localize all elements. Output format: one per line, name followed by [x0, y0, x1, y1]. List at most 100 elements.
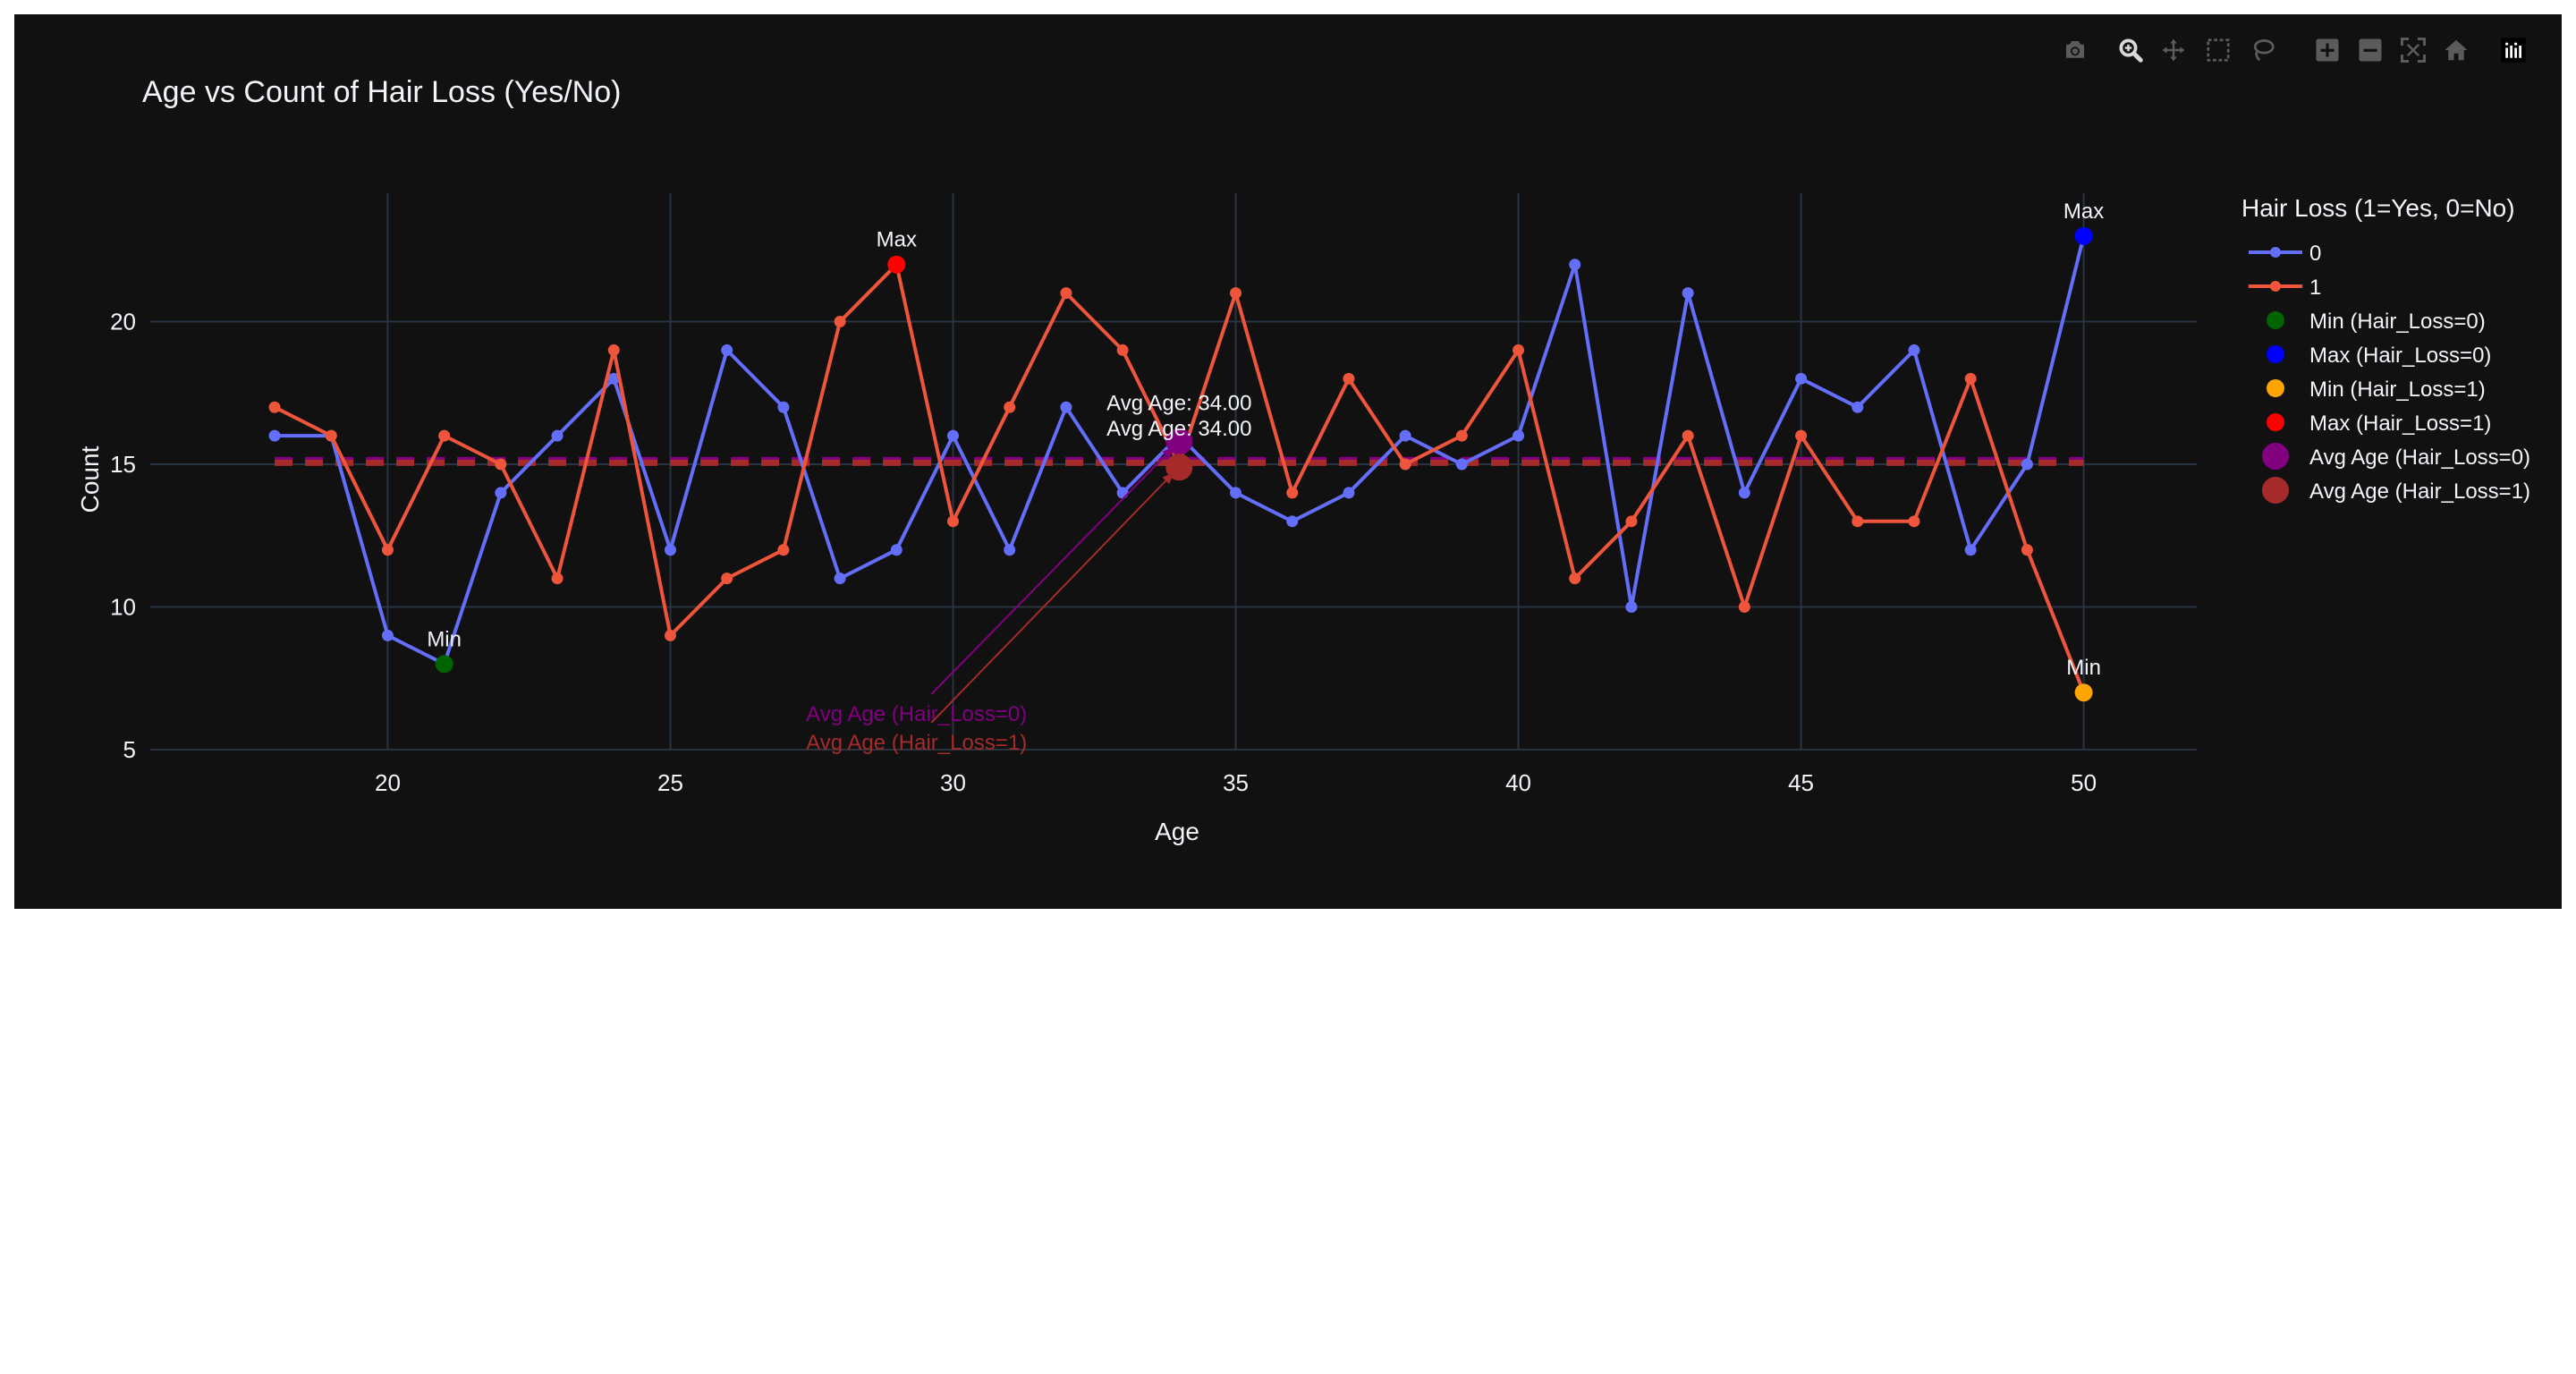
data-point-series-1: [1513, 344, 1525, 356]
data-point-series-0: [1625, 601, 1638, 614]
pan-icon[interactable]: [2157, 34, 2190, 66]
x-tick-label: 35: [1223, 769, 1249, 796]
x-tick-label: 40: [1505, 769, 1531, 796]
data-point-series-0: [268, 429, 281, 442]
data-point-series-0: [1908, 344, 1920, 356]
legend-swatch-dot: [2267, 345, 2284, 363]
legend[interactable]: Hair Loss (1=Yes, 0=No) 0 1 Min (Hair_Loss…: [2241, 194, 2530, 504]
data-point-series-0: [495, 487, 507, 499]
legend-label: 1: [2309, 276, 2321, 300]
data-point-series-0: [1513, 429, 1525, 442]
x-tick-label: 20: [375, 769, 401, 796]
data-point-series-1: [1286, 487, 1299, 499]
marker-label: Min: [427, 627, 462, 651]
data-point-series-0: [1060, 401, 1072, 413]
data-point-series-1: [1343, 372, 1355, 385]
legend-item[interactable]: Min (Hair_Loss=0): [2267, 310, 2486, 334]
reset-axes-icon[interactable]: [2440, 34, 2472, 66]
data-point-series-1: [495, 458, 507, 471]
data-point-series-0: [777, 401, 790, 413]
data-point-series-1: [325, 429, 337, 442]
data-point-series-0: [551, 429, 564, 442]
data-point-series-0: [1964, 544, 1977, 556]
data-point-series-0: [1852, 401, 1864, 413]
legend-item[interactable]: Max (Hair_Loss=0): [2267, 344, 2491, 368]
data-point-series-0: [1738, 487, 1750, 499]
data-point-series-1: [381, 544, 394, 556]
data-point-series-0: [1399, 429, 1411, 442]
data-point-series-1: [1852, 515, 1864, 528]
data-point-series-0: [890, 544, 902, 556]
arrow-label: Avg Age (Hair_Loss=1): [806, 731, 1027, 755]
data-point-series-0: [1682, 287, 1694, 300]
x-tick-label: 50: [2071, 769, 2097, 796]
x-tick-label: 45: [1788, 769, 1814, 796]
legend-swatch-dot: [2262, 477, 2289, 504]
box-select-icon[interactable]: [2202, 34, 2234, 66]
data-point-series-0: [947, 429, 960, 442]
zoom-in-icon[interactable]: [2311, 34, 2343, 66]
data-point-series-1: [1738, 601, 1750, 614]
data-point-series-0: [1286, 515, 1299, 528]
data-point-series-1: [777, 544, 790, 556]
y-tick-labels: 5 10 15 20: [110, 309, 136, 763]
data-point-series-1: [1625, 515, 1638, 528]
y-tick-label: 20: [110, 309, 136, 335]
legend-swatch-dot: [2270, 281, 2281, 292]
marker-min-hair-loss-0-: [435, 655, 453, 674]
legend-title: Hair Loss (1=Yes, 0=No): [2241, 194, 2515, 222]
marker-max-hair-loss-1-: [887, 255, 906, 274]
data-point-series-1: [834, 316, 846, 328]
x-tick-label: 25: [657, 769, 683, 796]
data-point-series-1: [438, 429, 451, 442]
data-point-series-1: [1399, 458, 1411, 471]
zoom-out-icon[interactable]: [2354, 34, 2386, 66]
data-point-series-1: [607, 344, 620, 356]
modebar: [2059, 34, 2542, 70]
legend-item[interactable]: Max (Hair_Loss=1): [2267, 411, 2491, 436]
data-point-series-1: [1004, 401, 1016, 413]
legend-label: Min (Hair_Loss=1): [2309, 377, 2486, 402]
avg-annotation: Avg Age: 34.00: [1106, 417, 1251, 441]
legend-swatch-dot: [2267, 311, 2284, 329]
legend-item[interactable]: 1: [2249, 276, 2321, 300]
legend-item[interactable]: Min (Hair_Loss=1): [2267, 377, 2486, 402]
legend-swatch-dot: [2267, 379, 2284, 397]
legend-item[interactable]: Avg Age (Hair_Loss=0): [2262, 443, 2530, 470]
data-point-series-1: [1682, 429, 1694, 442]
data-point-series-1: [2021, 544, 2033, 556]
average-lines: [275, 456, 2084, 466]
autoscale-icon[interactable]: [2397, 34, 2429, 66]
data-point-series-1: [721, 572, 733, 585]
data-point-series-0: [1230, 487, 1242, 499]
plotly-logo-icon[interactable]: [2497, 34, 2529, 66]
data-point-series-1: [1964, 372, 1977, 385]
data-point-series-1: [1795, 429, 1808, 442]
legend-item[interactable]: 0: [2249, 242, 2321, 266]
arrow-line: [930, 471, 1175, 724]
data-point-series-1: [551, 572, 564, 585]
marker-label: Max: [2063, 199, 2104, 224]
legend-item[interactable]: Avg Age (Hair_Loss=1): [2262, 477, 2530, 504]
y-axis-title: Count: [76, 445, 104, 513]
lasso-select-icon[interactable]: [2247, 34, 2279, 66]
chart-svg: Age vs Count of Hair Loss (Yes/No) Avg A…: [76, 75, 2530, 845]
legend-label: Max (Hair_Loss=0): [2309, 344, 2491, 368]
data-point-series-0: [1455, 458, 1468, 471]
legend-label: Avg Age (Hair_Loss=0): [2309, 445, 2530, 470]
marker-group: Min Max Min Max: [427, 199, 2104, 702]
data-point-series-1: [1569, 572, 1581, 585]
avg-annotation: Avg Age: 34.00: [1106, 391, 1251, 415]
marker-avg-age-hair-loss-0-: [1165, 428, 1193, 455]
data-point-series-1: [1455, 429, 1468, 442]
x-axis-title: Age: [1155, 818, 1199, 845]
data-point-series-0: [1569, 259, 1581, 271]
data-point-series-0: [1116, 487, 1129, 499]
data-point-series-1: [947, 515, 960, 528]
camera-icon[interactable]: [2059, 34, 2091, 66]
data-point-series-0: [834, 572, 846, 585]
marker-avg-age-hair-loss-1-: [1165, 454, 1193, 481]
chart-title: Age vs Count of Hair Loss (Yes/No): [142, 75, 621, 109]
zoom-icon[interactable]: [2114, 34, 2147, 66]
